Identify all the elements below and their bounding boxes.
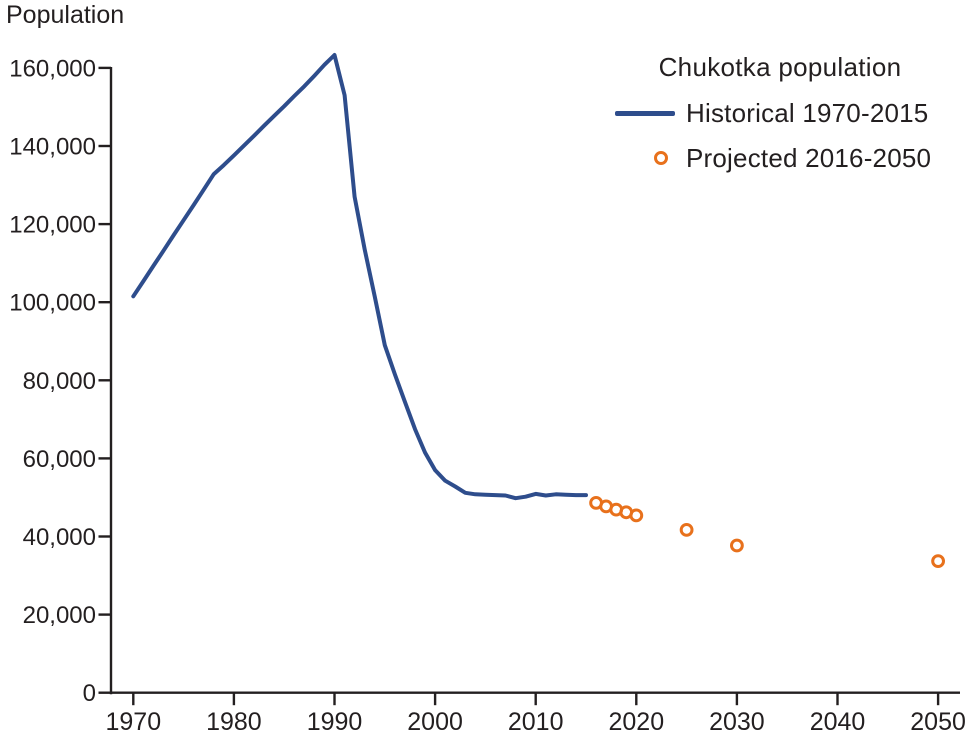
projected-point <box>629 508 644 523</box>
projected-point <box>679 523 694 537</box>
y-tick-label: 60,000 <box>23 446 96 473</box>
x-tick-label: 2020 <box>608 708 664 736</box>
y-tick-label: 140,000 <box>9 134 96 161</box>
x-tick-label: 2050 <box>910 708 965 736</box>
x-tick-label: 2000 <box>407 708 463 736</box>
projected-circle-swatch <box>654 151 668 165</box>
y-tick-label: 160,000 <box>9 55 96 82</box>
y-tick-label: 0 <box>83 680 96 707</box>
x-tick-label: 1980 <box>206 708 262 736</box>
legend-item-historical: Historical 1970-2015 <box>610 96 950 130</box>
y-tick-label: 120,000 <box>9 212 96 239</box>
projected-point <box>730 538 744 553</box>
legend-label-historical: Historical 1970-2015 <box>686 98 929 128</box>
x-tick-label: 1990 <box>307 708 363 736</box>
y-axis-title: Population <box>6 1 125 29</box>
historical-line <box>131 53 588 501</box>
historical-line-swatch <box>615 110 675 116</box>
x-tick-label: 1970 <box>105 708 161 736</box>
y-tick-label: 40,000 <box>23 524 96 551</box>
legend-item-projected: Projected 2016-2050 <box>610 141 950 175</box>
x-tick-label: 2040 <box>810 708 866 736</box>
y-tick-label: 100,000 <box>9 290 96 317</box>
projected-point <box>931 554 945 568</box>
x-tick-label: 2010 <box>508 708 564 736</box>
legend-label-projected: Projected 2016-2050 <box>686 143 932 173</box>
x-tick-label: 2030 <box>709 708 765 736</box>
y-tick-label: 80,000 <box>23 368 96 395</box>
y-tick-label: 20,000 <box>23 602 96 629</box>
legend-title: Chukotka population <box>658 52 902 82</box>
legend: Chukotka population Historical 1970-2015… <box>610 50 950 175</box>
